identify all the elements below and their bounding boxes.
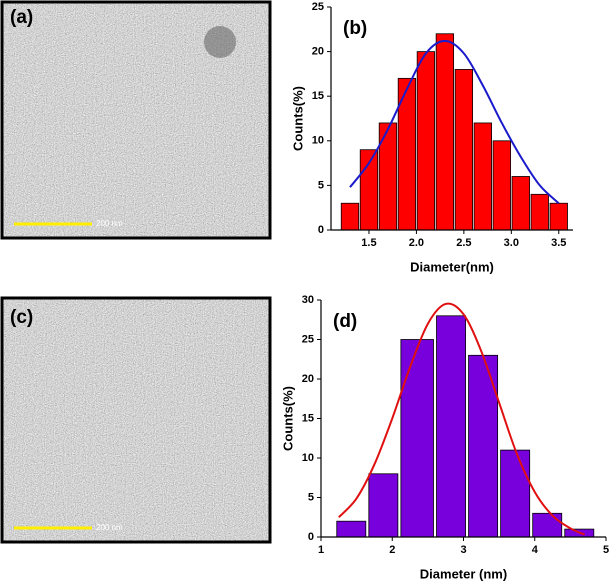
y-tick-label: 25 <box>302 333 314 345</box>
x-tick-label: 2.5 <box>456 237 471 249</box>
bar <box>435 33 455 231</box>
x-tick-label: 4 <box>532 544 539 556</box>
x-tick-label: 2.0 <box>409 237 424 249</box>
x-tick-label: 1 <box>318 544 324 556</box>
bar <box>436 315 466 538</box>
x-axis-label: Diameter(nm) <box>410 259 494 274</box>
bar <box>511 176 530 231</box>
y-tick-label: 10 <box>312 135 324 147</box>
bar <box>530 193 549 231</box>
x-tick-label: 5 <box>603 544 609 556</box>
bar <box>532 512 563 538</box>
y-tick-label: 30 <box>302 294 314 306</box>
fit-curve <box>338 302 586 536</box>
x-tick-label: 1.5 <box>361 237 376 249</box>
x-tick-label: 3 <box>460 544 466 556</box>
y-axis-label: Counts(%) <box>280 386 295 451</box>
image-border <box>0 0 272 240</box>
bar <box>340 202 360 231</box>
y-tick-label: 20 <box>302 373 314 385</box>
panel-label: (c) <box>10 307 33 328</box>
tem-panel-c: (c) 200 nm <box>0 296 272 544</box>
scale-bar-label: 200 nm <box>96 219 123 228</box>
tem-panel-a: (a) 200 nm <box>0 0 272 240</box>
x-tick-label: 3.0 <box>504 237 519 249</box>
bar <box>416 51 436 231</box>
y-tick-label: 15 <box>302 412 314 424</box>
bar <box>473 122 492 231</box>
y-tick-label: 0 <box>318 224 324 236</box>
panel-label: (d) <box>333 311 357 332</box>
bar <box>549 202 568 231</box>
y-axis-label: Counts(%) <box>290 86 305 151</box>
dark-region <box>204 26 236 58</box>
bar <box>454 69 474 231</box>
y-tick-label: 0 <box>308 531 314 543</box>
panel-label: (a) <box>10 7 33 28</box>
y-tick-label: 15 <box>312 90 324 102</box>
bar <box>336 520 367 538</box>
x-axis-label: Diameter (nm) <box>420 566 507 581</box>
x-tick-label: 2 <box>389 544 395 556</box>
x-tick-label: 3.5 <box>551 237 566 249</box>
scale-bar-label: 200 nm <box>96 523 123 532</box>
tem-image <box>2 298 270 542</box>
fit-curve <box>349 39 560 204</box>
y-tick-label: 5 <box>308 491 314 503</box>
bar <box>368 473 399 538</box>
bar <box>500 449 531 538</box>
image-border <box>0 296 272 544</box>
panel-label: (b) <box>343 18 367 39</box>
y-tick-label: 10 <box>302 452 314 464</box>
y-tick-label: 25 <box>312 1 324 13</box>
bar <box>400 339 434 538</box>
y-tick-label: 20 <box>312 46 324 58</box>
y-tick-label: 5 <box>318 179 324 191</box>
bar <box>492 140 511 231</box>
